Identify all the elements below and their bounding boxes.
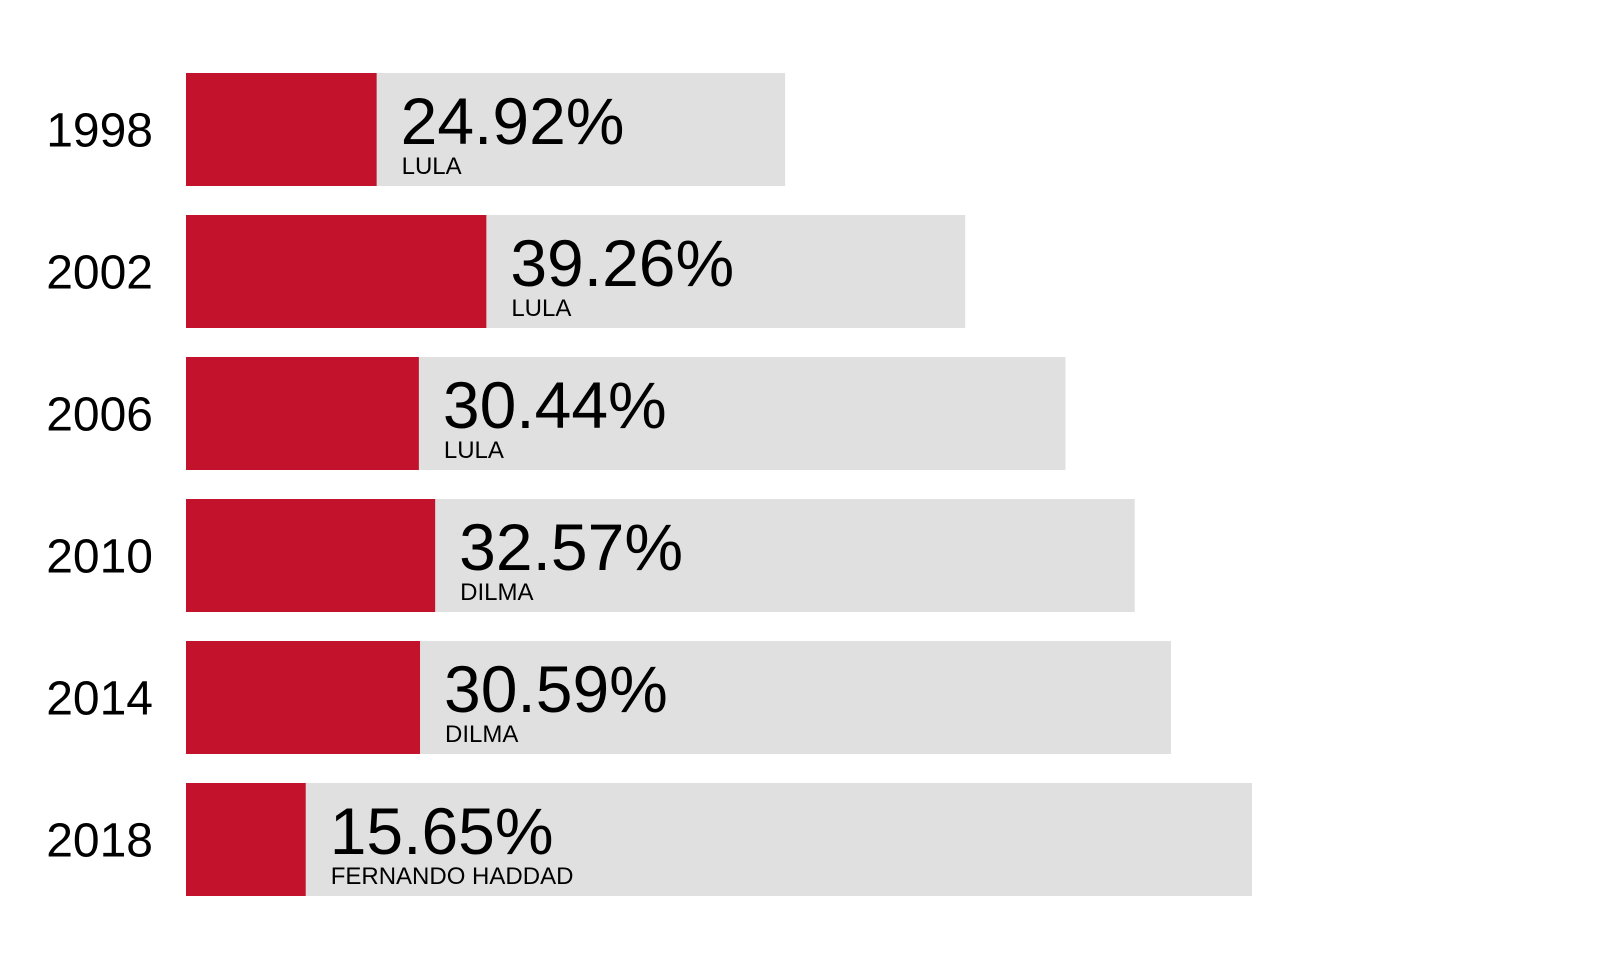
bar-row: 1998 24.92%LULA xyxy=(46,73,786,186)
value-label: 32.57% xyxy=(459,510,683,584)
bar-row: 2018 15.65%FERNANDO HADDAD xyxy=(46,783,1252,896)
vote-share-bar xyxy=(186,215,487,328)
candidate-label: DILMA xyxy=(460,579,533,606)
year-label: 1998 xyxy=(46,105,153,158)
candidate-label: LULA xyxy=(511,295,571,322)
year-label: 2006 xyxy=(46,389,153,442)
year-label: 2010 xyxy=(46,531,153,584)
candidate-label: LULA xyxy=(402,153,462,180)
value-label: 39.26% xyxy=(510,226,734,300)
vote-share-bar xyxy=(186,641,421,754)
value-label: 15.65% xyxy=(330,794,554,868)
year-label: 2018 xyxy=(46,815,153,868)
bar-track xyxy=(186,783,1252,896)
candidate-label: LULA xyxy=(444,437,504,464)
bar-row: 2006 30.44%LULA xyxy=(46,357,1066,470)
year-label: 2002 xyxy=(46,247,153,300)
value-label: 30.59% xyxy=(444,652,668,726)
bar-row: 2010 32.57%DILMA xyxy=(46,499,1135,612)
bar-row: 2014 30.59%DILMA xyxy=(46,641,1171,754)
vote-share-bar xyxy=(186,783,306,896)
vote-share-bar xyxy=(186,357,419,470)
bar-row: 2002 39.26%LULA xyxy=(46,215,966,328)
value-label: 24.92% xyxy=(401,84,625,158)
vote-share-bar xyxy=(186,73,377,186)
vote-share-bar xyxy=(186,499,436,612)
candidate-label: DILMA xyxy=(445,721,518,748)
candidate-label: FERNANDO HADDAD xyxy=(331,863,574,890)
value-label: 30.44% xyxy=(443,368,667,442)
year-label: 2014 xyxy=(46,673,153,726)
